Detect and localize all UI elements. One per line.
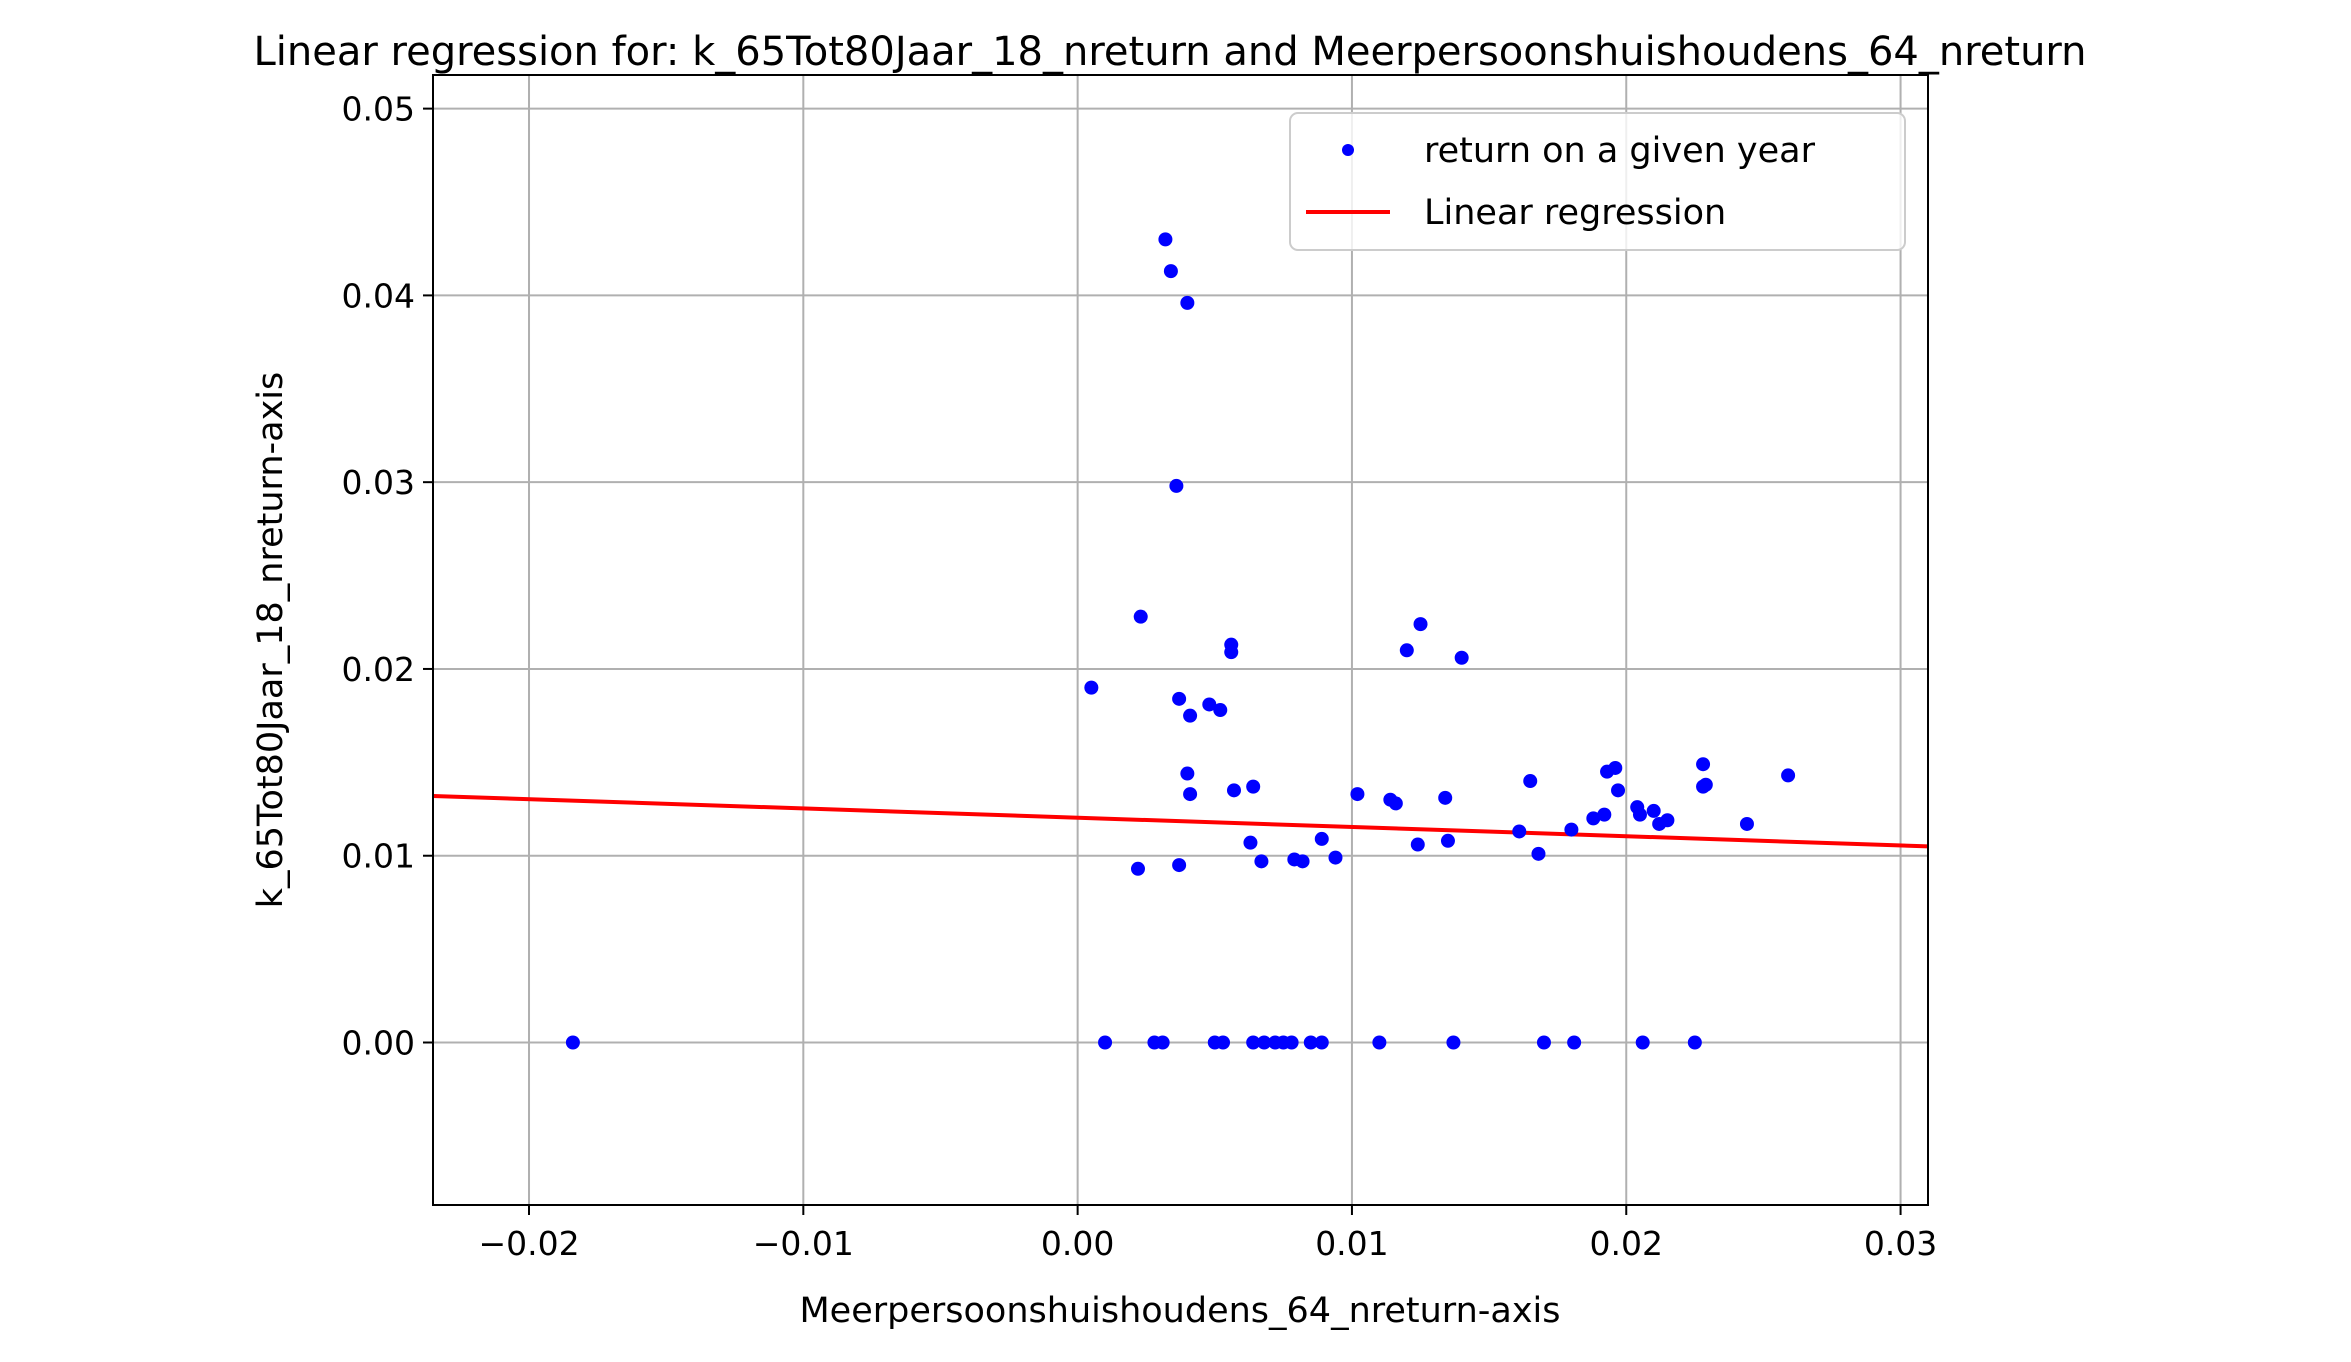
scatter-point [1328,850,1343,865]
scatter-point [1438,790,1453,805]
scatter-point [1246,1035,1261,1050]
scatter-point [1399,643,1414,658]
scatter-point [1183,708,1198,723]
y-axis-ticks: 0.00 0.01 0.02 0.03 0.04 0.05 [342,90,433,1063]
scatter-point [1564,822,1579,837]
y-tick-label: 0.00 [342,1024,415,1063]
legend-label-scatter: return on a given year [1424,131,1816,171]
y-tick-label: 0.02 [342,650,415,689]
scatter-point [1224,645,1239,660]
scatter-point [1350,787,1365,802]
x-axis-label: Meerpersoonshuishoudens_64_nreturn-axis [799,1291,1560,1331]
x-tick-label: −0.02 [478,1224,579,1263]
scatter-point [1098,1035,1113,1050]
scatter-point [1180,295,1195,310]
scatter-point [1413,617,1428,632]
scatter-point [1158,232,1173,247]
scatter-point [1226,783,1241,798]
x-tick-label: 0.00 [1041,1224,1114,1263]
scatter-point [1295,854,1310,869]
scatter-point [1257,1035,1272,1050]
scatter-point [1314,831,1329,846]
scatter-point [1440,833,1455,848]
scatter-point [1531,846,1546,861]
regression-line-layer [432,793,1929,849]
scatter-point [1213,703,1228,718]
scatter-point [1660,813,1675,828]
scatter-point [1172,691,1187,706]
legend-label-line: Linear regression [1424,193,1726,233]
scatter-point [1172,858,1187,873]
scatter-point [1183,787,1198,802]
legend-marker-scatter [1342,144,1354,156]
plot-frame [432,74,1929,1206]
scatter-point [565,1035,580,1050]
scatter-point [1388,796,1403,811]
scatter-point [1781,768,1796,783]
scatter-point [1163,264,1178,279]
legend-box [1289,112,1906,251]
x-tick-label: −0.01 [753,1224,854,1263]
scatter-point [1084,680,1099,695]
scatter-point [1454,650,1469,665]
scatter-point [1739,816,1754,831]
scatter-point [1180,766,1195,781]
scatter-point [1303,1035,1318,1050]
y-tick-label: 0.01 [342,837,415,876]
y-axis-label: k_65Tot80Jaar_18_nreturn-axis [251,372,291,909]
scatter-points [565,232,1796,1050]
scatter-point [1597,807,1612,822]
scatter-point [1133,609,1148,624]
scatter-point [1586,811,1601,826]
scatter-point [1608,760,1623,775]
scatter-point [1372,1035,1387,1050]
scatter-point [1611,783,1626,798]
x-tick-label: 0.02 [1590,1224,1663,1263]
regression-line [432,793,1929,849]
scatter-point [1696,779,1711,794]
scatter-point [1202,697,1217,712]
scatter-point [1567,1035,1582,1050]
scatter-point [1246,779,1261,794]
x-axis-ticks: −0.02 −0.01 0.00 0.01 0.02 0.03 [478,1205,1937,1263]
scatter-point [1216,1035,1231,1050]
scatter-point [1696,757,1711,772]
scatter-point [1632,807,1647,822]
scatter-point [1314,1035,1329,1050]
scatter-point [1155,1035,1170,1050]
x-tick-label: 0.03 [1864,1224,1937,1263]
scatter-point [1512,824,1527,839]
scatter-point [1446,1035,1461,1050]
scatter-point [1536,1035,1551,1050]
scatter-point [1523,774,1538,789]
y-tick-label: 0.05 [342,90,415,129]
scatter-point [1646,803,1661,818]
chart-title: Linear regression for: k_65Tot80Jaar_18_… [253,29,2086,75]
scatter-point [1410,837,1425,852]
y-tick-label: 0.03 [342,463,415,502]
scatter-point [1635,1035,1650,1050]
x-tick-label: 0.01 [1315,1224,1388,1263]
scatter-point [1687,1035,1702,1050]
scatter-point [1169,478,1184,493]
scatter-point [1254,854,1269,869]
scatter-point [1284,1035,1299,1050]
scatter-point [1130,861,1145,876]
y-tick-label: 0.04 [342,276,415,315]
scatter-point [1243,835,1258,850]
legend: return on a given year Linear regression [1289,112,1906,251]
